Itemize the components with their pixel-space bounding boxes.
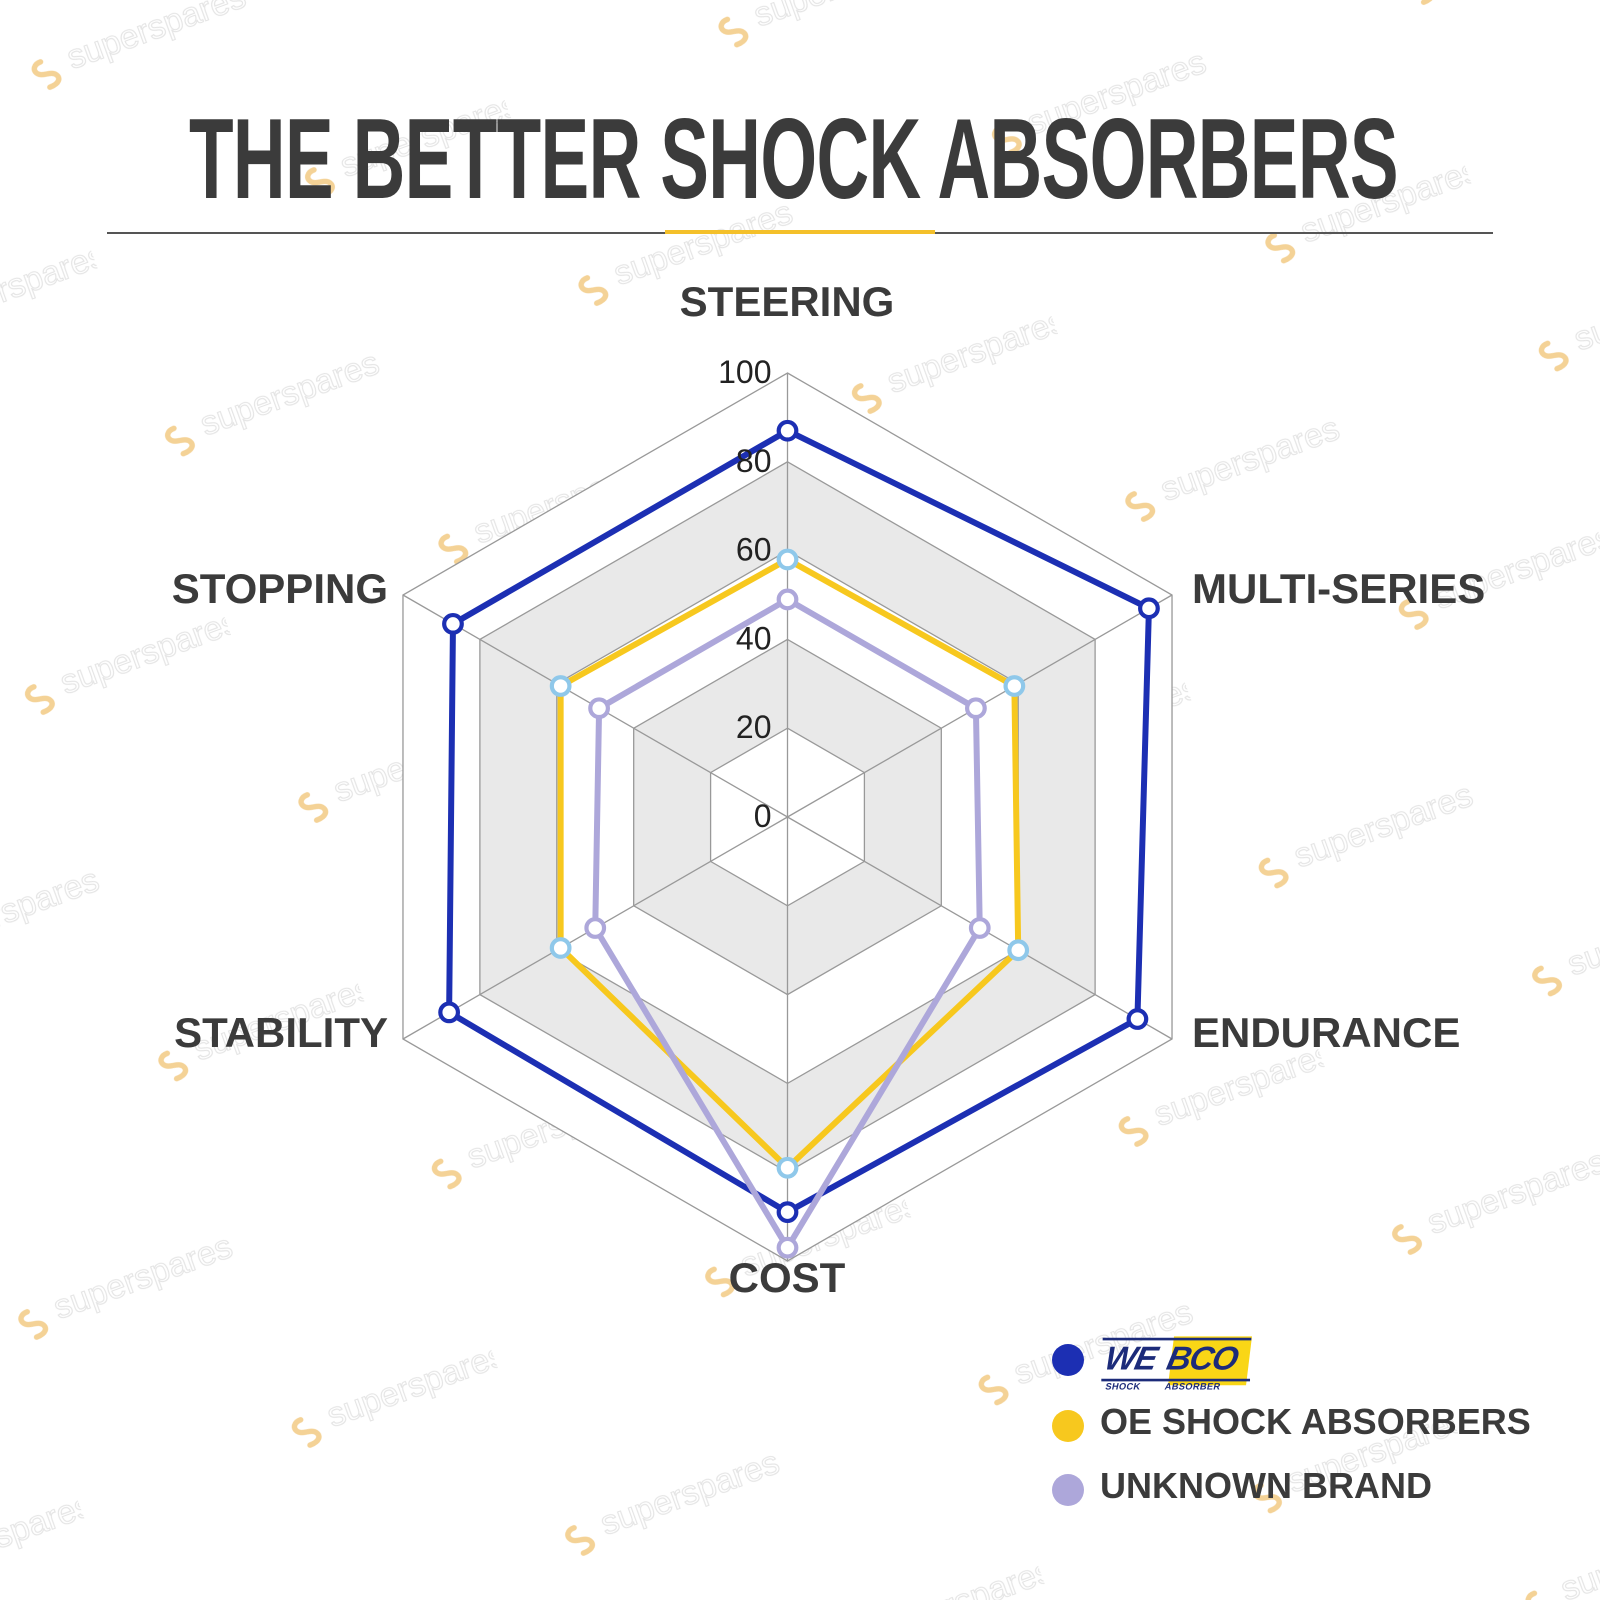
svg-text:ABSORBER: ABSORBER xyxy=(1164,1381,1222,1391)
svg-text:60: 60 xyxy=(736,532,772,568)
svg-text:80: 80 xyxy=(736,443,772,479)
svg-text:100: 100 xyxy=(718,354,771,390)
svg-text:20: 20 xyxy=(736,709,772,745)
svg-text:40: 40 xyxy=(736,620,772,656)
svg-text:BCO: BCO xyxy=(1164,1341,1243,1378)
svg-text:SHOCK: SHOCK xyxy=(1104,1381,1141,1391)
svg-text:0: 0 xyxy=(754,798,772,834)
svg-text:WE: WE xyxy=(1101,1341,1162,1378)
